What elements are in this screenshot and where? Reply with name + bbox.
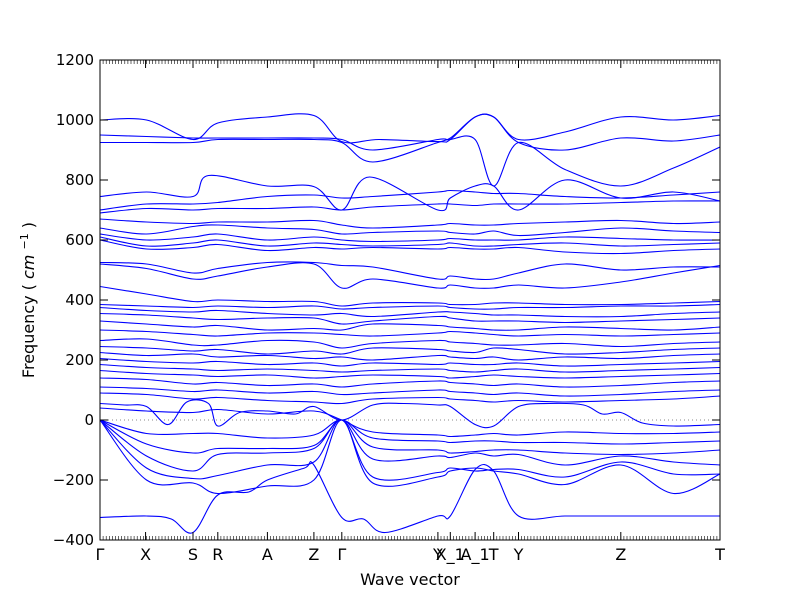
x-tick-label: R bbox=[212, 545, 223, 564]
band-line-23 bbox=[100, 357, 720, 367]
x-tick-label: Z bbox=[308, 545, 319, 564]
band-line-24 bbox=[100, 363, 720, 373]
x-axis-label: Wave vector bbox=[360, 570, 460, 589]
y-axis-label: Frequency ( cm −1 ) bbox=[13, 222, 38, 378]
band-line-20 bbox=[100, 338, 720, 349]
y-axis-ticks: −400 −200 0 200 400 600 800 1000 1200 bbox=[53, 51, 720, 549]
band-line-5 bbox=[100, 189, 720, 211]
band-line-6 bbox=[100, 200, 720, 214]
band-line-27 bbox=[100, 386, 720, 397]
band-line-25 bbox=[100, 369, 720, 379]
x-tick-label: X_1 bbox=[436, 545, 465, 565]
x-tick-label: A bbox=[262, 545, 273, 564]
band-line-8 bbox=[100, 224, 720, 237]
band-line-32 bbox=[100, 419, 720, 456]
band-series bbox=[100, 113, 720, 534]
band-line-14 bbox=[100, 285, 720, 307]
x-tick-label: Γ bbox=[96, 545, 105, 564]
y-axis-label-unit-exponent: −1 bbox=[18, 233, 31, 249]
x-tick-label: S bbox=[188, 545, 198, 564]
minor-ticks bbox=[99, 60, 721, 540]
band-line-9 bbox=[100, 233, 720, 243]
x-tick-label: Y bbox=[432, 545, 443, 564]
x-tick-label: T bbox=[714, 545, 725, 564]
y-tick-label: 800 bbox=[65, 171, 94, 189]
y-tick-label: 600 bbox=[65, 231, 94, 249]
band-line-36 bbox=[100, 461, 720, 534]
band-line-26 bbox=[100, 377, 720, 388]
x-tick-label: Y bbox=[513, 545, 524, 564]
band-line-34 bbox=[100, 419, 720, 481]
plot-frame bbox=[99, 59, 721, 541]
band-line-30 bbox=[100, 407, 720, 438]
band-line-18 bbox=[100, 320, 720, 331]
x-tick-label: Z bbox=[615, 545, 626, 564]
band-line-13 bbox=[100, 262, 720, 289]
band-line-11 bbox=[100, 239, 720, 255]
band-line-35 bbox=[100, 419, 720, 495]
band-line-31 bbox=[100, 419, 720, 445]
band-line-29 bbox=[100, 399, 720, 429]
x-tick-label: X bbox=[140, 545, 151, 564]
band-line-16 bbox=[100, 306, 720, 318]
y-tick-label: −200 bbox=[53, 471, 94, 489]
band-line-10 bbox=[100, 236, 720, 247]
y-axis-label-unit: cm bbox=[19, 255, 38, 279]
y-tick-label: 400 bbox=[65, 291, 94, 309]
y-axis-label-text: Frequency bbox=[19, 295, 38, 378]
band-line-4 bbox=[100, 174, 720, 212]
band-line-22 bbox=[100, 351, 720, 361]
band-line-33 bbox=[100, 419, 720, 472]
band-line-21 bbox=[100, 345, 720, 355]
x-tick-label: Γ bbox=[337, 545, 346, 564]
y-axis-label-close-paren: ) bbox=[19, 222, 38, 228]
x-tick-label: T bbox=[488, 545, 499, 564]
y-tick-label: 0 bbox=[84, 411, 94, 429]
band-line-2 bbox=[100, 113, 720, 151]
y-tick-label: −400 bbox=[53, 531, 94, 549]
band-line-12 bbox=[100, 261, 720, 281]
band-line-3 bbox=[100, 135, 720, 187]
y-tick-label: 1000 bbox=[56, 111, 94, 129]
band-line-15 bbox=[100, 303, 720, 310]
x-axis-ticks: Γ X S R A Z Γ YX_1A_1 T Y Z T bbox=[96, 60, 725, 565]
band-line-17 bbox=[100, 312, 720, 325]
band-line-7 bbox=[100, 218, 720, 229]
y-tick-label: 200 bbox=[65, 351, 94, 369]
y-axis-label-open-paren: ( bbox=[19, 284, 38, 290]
x-tick-label: A_1 bbox=[461, 545, 490, 565]
band-line-28 bbox=[100, 392, 720, 405]
band-line-1 bbox=[100, 113, 720, 144]
y-tick-label: 1200 bbox=[56, 51, 94, 69]
band-line-19 bbox=[100, 329, 720, 337]
